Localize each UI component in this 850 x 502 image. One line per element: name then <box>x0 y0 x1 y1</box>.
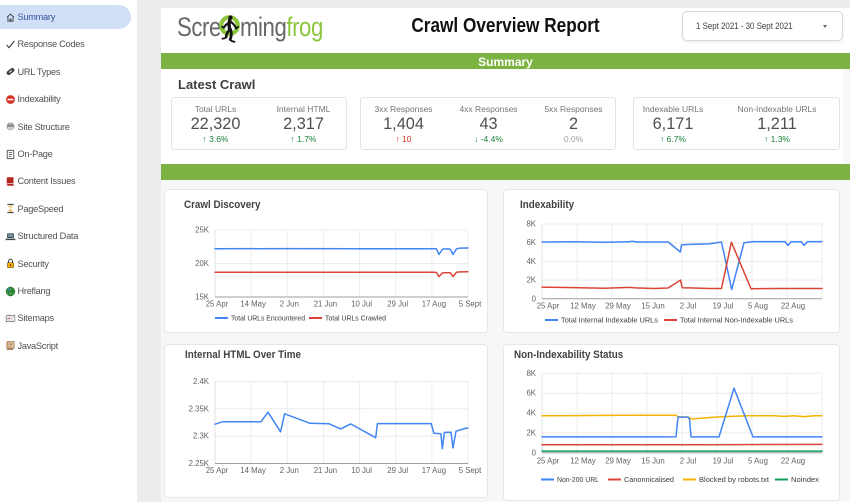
svg-text:25 Apr: 25 Apr <box>537 301 560 310</box>
svg-text:17 Aug: 17 Aug <box>422 300 446 309</box>
svg-text:Noindex: Noindex <box>791 475 819 484</box>
svg-text:2 Jul: 2 Jul <box>680 301 697 310</box>
svg-text:5 Sept: 5 Sept <box>459 466 482 475</box>
svg-text:25 Apr: 25 Apr <box>537 456 560 465</box>
svg-text:25 Apr: 25 Apr <box>206 466 229 475</box>
svg-text:5 Aug: 5 Aug <box>748 301 768 310</box>
svg-text:15 Jun: 15 Jun <box>641 301 664 310</box>
svg-text:21 Jun: 21 Jun <box>314 466 337 475</box>
svg-text:2 Jun: 2 Jun <box>280 466 299 475</box>
svg-text:Canonnicalised: Canonnicalised <box>624 475 674 484</box>
svg-text:22 Aug: 22 Aug <box>781 456 805 465</box>
svg-text:Total Internal Non-Indexable U: Total Internal Non-Indexable URLs <box>680 316 793 325</box>
svg-text:15K: 15K <box>195 293 210 302</box>
svg-text:2K: 2K <box>526 428 536 437</box>
svg-text:8K: 8K <box>526 220 536 229</box>
svg-text:12 May: 12 May <box>570 301 596 310</box>
svg-text:Non-200 URL: Non-200 URL <box>557 475 599 484</box>
svg-text:25 Apr: 25 Apr <box>206 300 229 309</box>
svg-text:6K: 6K <box>526 238 536 247</box>
svg-text:14 May: 14 May <box>240 466 266 475</box>
svg-text:17 Aug: 17 Aug <box>422 466 446 475</box>
svg-text:2 Jul: 2 Jul <box>680 456 697 465</box>
svg-text:Total URLs Crawled: Total URLs Crawled <box>325 314 386 323</box>
svg-text:10 Jul: 10 Jul <box>351 300 372 309</box>
svg-text:2 Jun: 2 Jun <box>280 300 299 309</box>
svg-text:22 Aug: 22 Aug <box>781 301 805 310</box>
svg-text:4K: 4K <box>526 408 536 417</box>
svg-text:2.4K: 2.4K <box>193 377 210 386</box>
svg-text:5 Aug: 5 Aug <box>748 456 768 465</box>
svg-text:29 May: 29 May <box>605 456 631 465</box>
svg-text:12 May: 12 May <box>570 456 596 465</box>
svg-text:0: 0 <box>532 294 537 303</box>
svg-text:21 Jun: 21 Jun <box>314 300 337 309</box>
svg-text:6K: 6K <box>526 388 536 397</box>
svg-text:2K: 2K <box>526 276 536 285</box>
svg-text:29 Jul: 29 Jul <box>387 300 408 309</box>
svg-text:10 Jul: 10 Jul <box>351 466 372 475</box>
svg-text:0: 0 <box>532 448 537 457</box>
svg-text:29 May: 29 May <box>605 301 631 310</box>
svg-text:Total URLs Encountered: Total URLs Encountered <box>231 314 305 323</box>
svg-text:19 Jul: 19 Jul <box>713 456 734 465</box>
svg-text:15 Jun: 15 Jun <box>641 456 664 465</box>
svg-text:5 Sept: 5 Sept <box>459 300 482 309</box>
svg-text:19 Jul: 19 Jul <box>713 301 734 310</box>
svg-text:4K: 4K <box>526 257 536 266</box>
svg-text:8K: 8K <box>526 368 536 377</box>
svg-text:20K: 20K <box>195 259 210 268</box>
svg-text:29 Jul: 29 Jul <box>387 466 408 475</box>
svg-text:2.35K: 2.35K <box>189 404 210 413</box>
svg-text:25K: 25K <box>195 226 210 235</box>
svg-text:Total Internal Indexable URLs: Total Internal Indexable URLs <box>561 316 658 325</box>
svg-text:2.25K: 2.25K <box>189 459 210 468</box>
svg-text:2.3K: 2.3K <box>193 431 210 440</box>
svg-text:14 May: 14 May <box>240 300 266 309</box>
svg-text:Blocked by robots.txt: Blocked by robots.txt <box>699 475 769 484</box>
